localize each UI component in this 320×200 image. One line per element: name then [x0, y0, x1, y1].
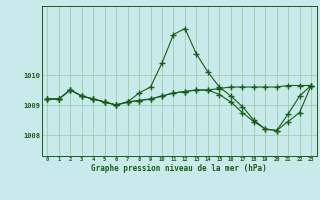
- X-axis label: Graphe pression niveau de la mer (hPa): Graphe pression niveau de la mer (hPa): [91, 164, 267, 173]
